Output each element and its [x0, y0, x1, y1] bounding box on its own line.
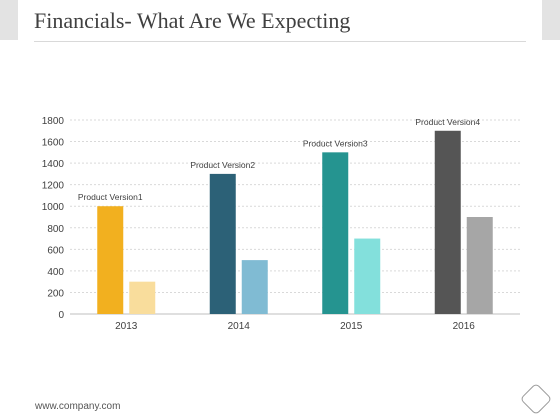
bar-2013-series-1 — [97, 206, 124, 314]
x-tick-label: 2015 — [340, 321, 363, 332]
y-tick-label: 400 — [47, 267, 64, 278]
diamond-icon — [521, 384, 551, 414]
product-version-label: Product Version1 — [78, 192, 143, 202]
bar-2016-series-1 — [434, 130, 461, 314]
bar-2016-series-2 — [466, 217, 493, 314]
bar-2014-series-1 — [209, 173, 236, 314]
title-divider — [34, 41, 526, 42]
y-tick-label: 1000 — [42, 202, 65, 213]
y-tick-label: 800 — [47, 224, 64, 235]
x-tick-label: 2016 — [453, 321, 476, 332]
y-tick-label: 1800 — [42, 116, 65, 127]
bar-2015-series-2 — [354, 238, 381, 314]
bar-2013-series-2 — [129, 281, 156, 314]
y-tick-label: 1600 — [42, 138, 65, 149]
y-tick-label: 1400 — [42, 159, 65, 170]
product-version-label: Product Version4 — [415, 117, 480, 127]
y-tick-label: 0 — [58, 310, 64, 321]
product-version-label: Product Version3 — [303, 138, 368, 148]
y-tick-label: 600 — [47, 245, 64, 256]
y-tick-label: 200 — [47, 288, 64, 299]
x-tick-label: 2014 — [228, 321, 251, 332]
right-accent-block — [542, 0, 560, 40]
y-tick-label: 1200 — [42, 181, 65, 192]
bar-2015-series-1 — [322, 152, 349, 314]
page-title: Financials- What Are We Expecting — [34, 8, 351, 33]
footer-url: www.company.com — [35, 401, 121, 412]
bar-2014-series-2 — [241, 260, 268, 314]
left-accent-block — [0, 0, 18, 40]
product-version-label: Product Version2 — [190, 160, 255, 170]
x-tick-label: 2013 — [115, 321, 138, 332]
